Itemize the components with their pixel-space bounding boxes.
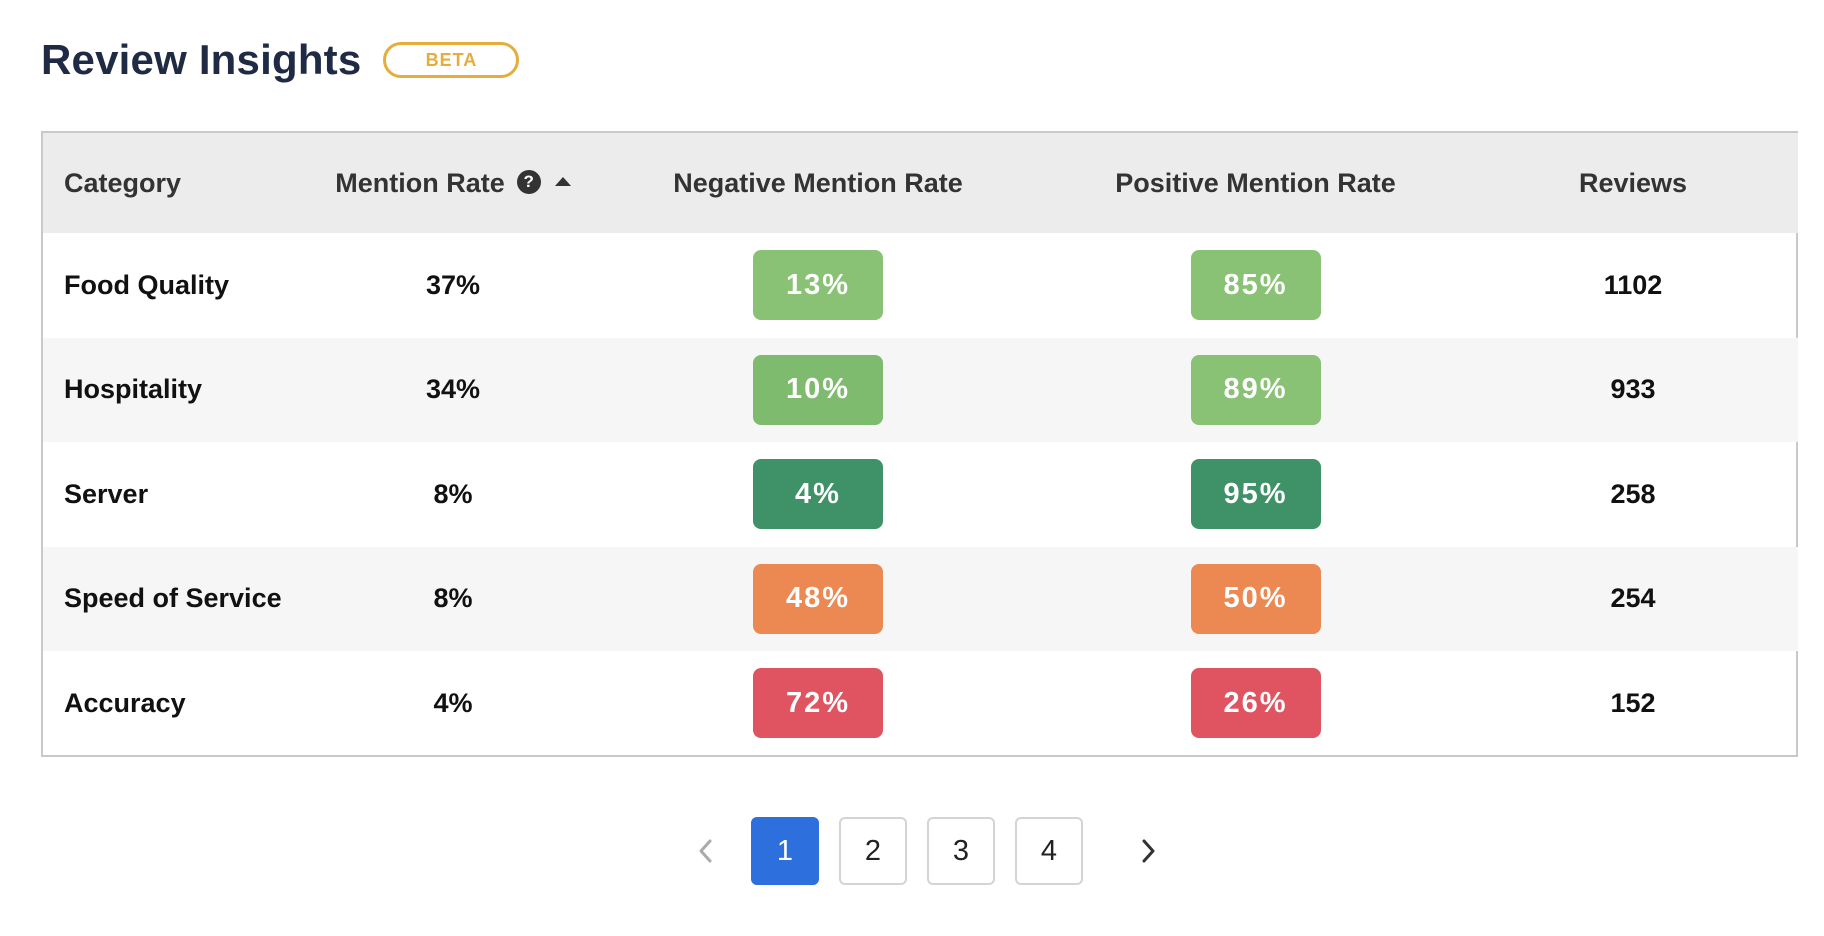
category-cell: Speed of Service bbox=[64, 583, 282, 614]
category-cell: Hospitality bbox=[64, 374, 203, 405]
positive-rate-cell: 26% bbox=[1043, 651, 1468, 756]
column-header-mention-rate[interactable]: Mention Rate? bbox=[313, 133, 593, 233]
pagination: 1 2 3 4 bbox=[680, 817, 1174, 885]
page-title: Review Insights bbox=[41, 36, 362, 83]
positive-rate-cell: 95% bbox=[1043, 442, 1468, 547]
beta-badge: BETA bbox=[383, 42, 520, 78]
page-button-4[interactable]: 4 bbox=[1015, 817, 1083, 885]
table-row: Food Quality 37% 13% 85% 1102 bbox=[43, 233, 1798, 338]
reviews-cell: 1102 bbox=[1603, 269, 1663, 300]
column-label: Mention Rate bbox=[335, 167, 505, 198]
negative-rate-pill: 48% bbox=[753, 563, 883, 634]
column-header-positive-mention-rate[interactable]: Positive Mention Rate bbox=[1043, 133, 1468, 233]
column-label: Category bbox=[64, 167, 182, 198]
category-cell: Accuracy bbox=[64, 687, 186, 718]
negative-rate-cell: 72% bbox=[593, 651, 1043, 756]
chevron-left-icon[interactable] bbox=[680, 818, 730, 884]
mention-rate-cell: 37% bbox=[425, 269, 481, 300]
category-cell: Server bbox=[64, 478, 149, 509]
negative-rate-cell: 10% bbox=[593, 338, 1043, 443]
column-header-category[interactable]: Category bbox=[43, 133, 313, 233]
positive-rate-pill: 95% bbox=[1190, 459, 1321, 530]
column-header-reviews[interactable]: Reviews bbox=[1468, 133, 1798, 233]
positive-rate-pill: 50% bbox=[1190, 563, 1321, 634]
page-button-1[interactable]: 1 bbox=[751, 817, 819, 885]
page-header: Review Insights BETA bbox=[41, 36, 520, 84]
positive-rate-cell: 50% bbox=[1043, 547, 1468, 652]
reviews-cell: 258 bbox=[1610, 478, 1656, 509]
positive-rate-cell: 89% bbox=[1043, 338, 1468, 443]
positive-rate-pill: 26% bbox=[1190, 668, 1321, 739]
chevron-right-icon[interactable] bbox=[1124, 818, 1174, 884]
table-row: Server 8% 4% 95% 258 bbox=[43, 442, 1798, 547]
category-cell: Food Quality bbox=[64, 269, 229, 300]
page-button-3[interactable]: 3 bbox=[927, 817, 995, 885]
reviews-cell: 254 bbox=[1610, 583, 1656, 614]
table-header-row: Category Mention Rate? Negative Mention … bbox=[43, 133, 1798, 233]
negative-rate-pill: 4% bbox=[753, 459, 883, 530]
mention-rate-cell: 4% bbox=[433, 687, 473, 718]
reviews-cell: 933 bbox=[1610, 374, 1656, 405]
mention-rate-cell: 8% bbox=[433, 583, 473, 614]
negative-rate-cell: 48% bbox=[593, 547, 1043, 652]
negative-rate-cell: 4% bbox=[593, 442, 1043, 547]
negative-rate-pill: 10% bbox=[753, 354, 883, 425]
positive-rate-pill: 85% bbox=[1190, 250, 1321, 321]
negative-rate-cell: 13% bbox=[593, 233, 1043, 338]
column-label: Negative Mention Rate bbox=[673, 167, 963, 198]
positive-rate-pill: 89% bbox=[1190, 354, 1321, 425]
mention-rate-cell: 8% bbox=[433, 478, 473, 509]
column-label: Positive Mention Rate bbox=[1115, 167, 1396, 198]
negative-rate-pill: 13% bbox=[753, 250, 883, 321]
page-button-2[interactable]: 2 bbox=[839, 817, 907, 885]
question-circle-icon[interactable]: ? bbox=[516, 170, 541, 195]
reviews-cell: 152 bbox=[1610, 687, 1656, 718]
mention-rate-cell: 34% bbox=[425, 374, 481, 405]
positive-rate-cell: 85% bbox=[1043, 233, 1468, 338]
column-header-negative-mention-rate[interactable]: Negative Mention Rate bbox=[593, 133, 1043, 233]
sort-ascending-icon[interactable] bbox=[554, 176, 571, 186]
table-row: Accuracy 4% 72% 26% 152 bbox=[43, 651, 1798, 756]
table-row: Speed of Service 8% 48% 50% 254 bbox=[43, 546, 1798, 652]
insights-table: Category Mention Rate? Negative Mention … bbox=[41, 131, 1798, 757]
negative-rate-pill: 72% bbox=[753, 668, 883, 739]
column-label: Reviews bbox=[1578, 167, 1688, 198]
table-row: Hospitality 34% 10% 89% 933 bbox=[43, 337, 1798, 443]
